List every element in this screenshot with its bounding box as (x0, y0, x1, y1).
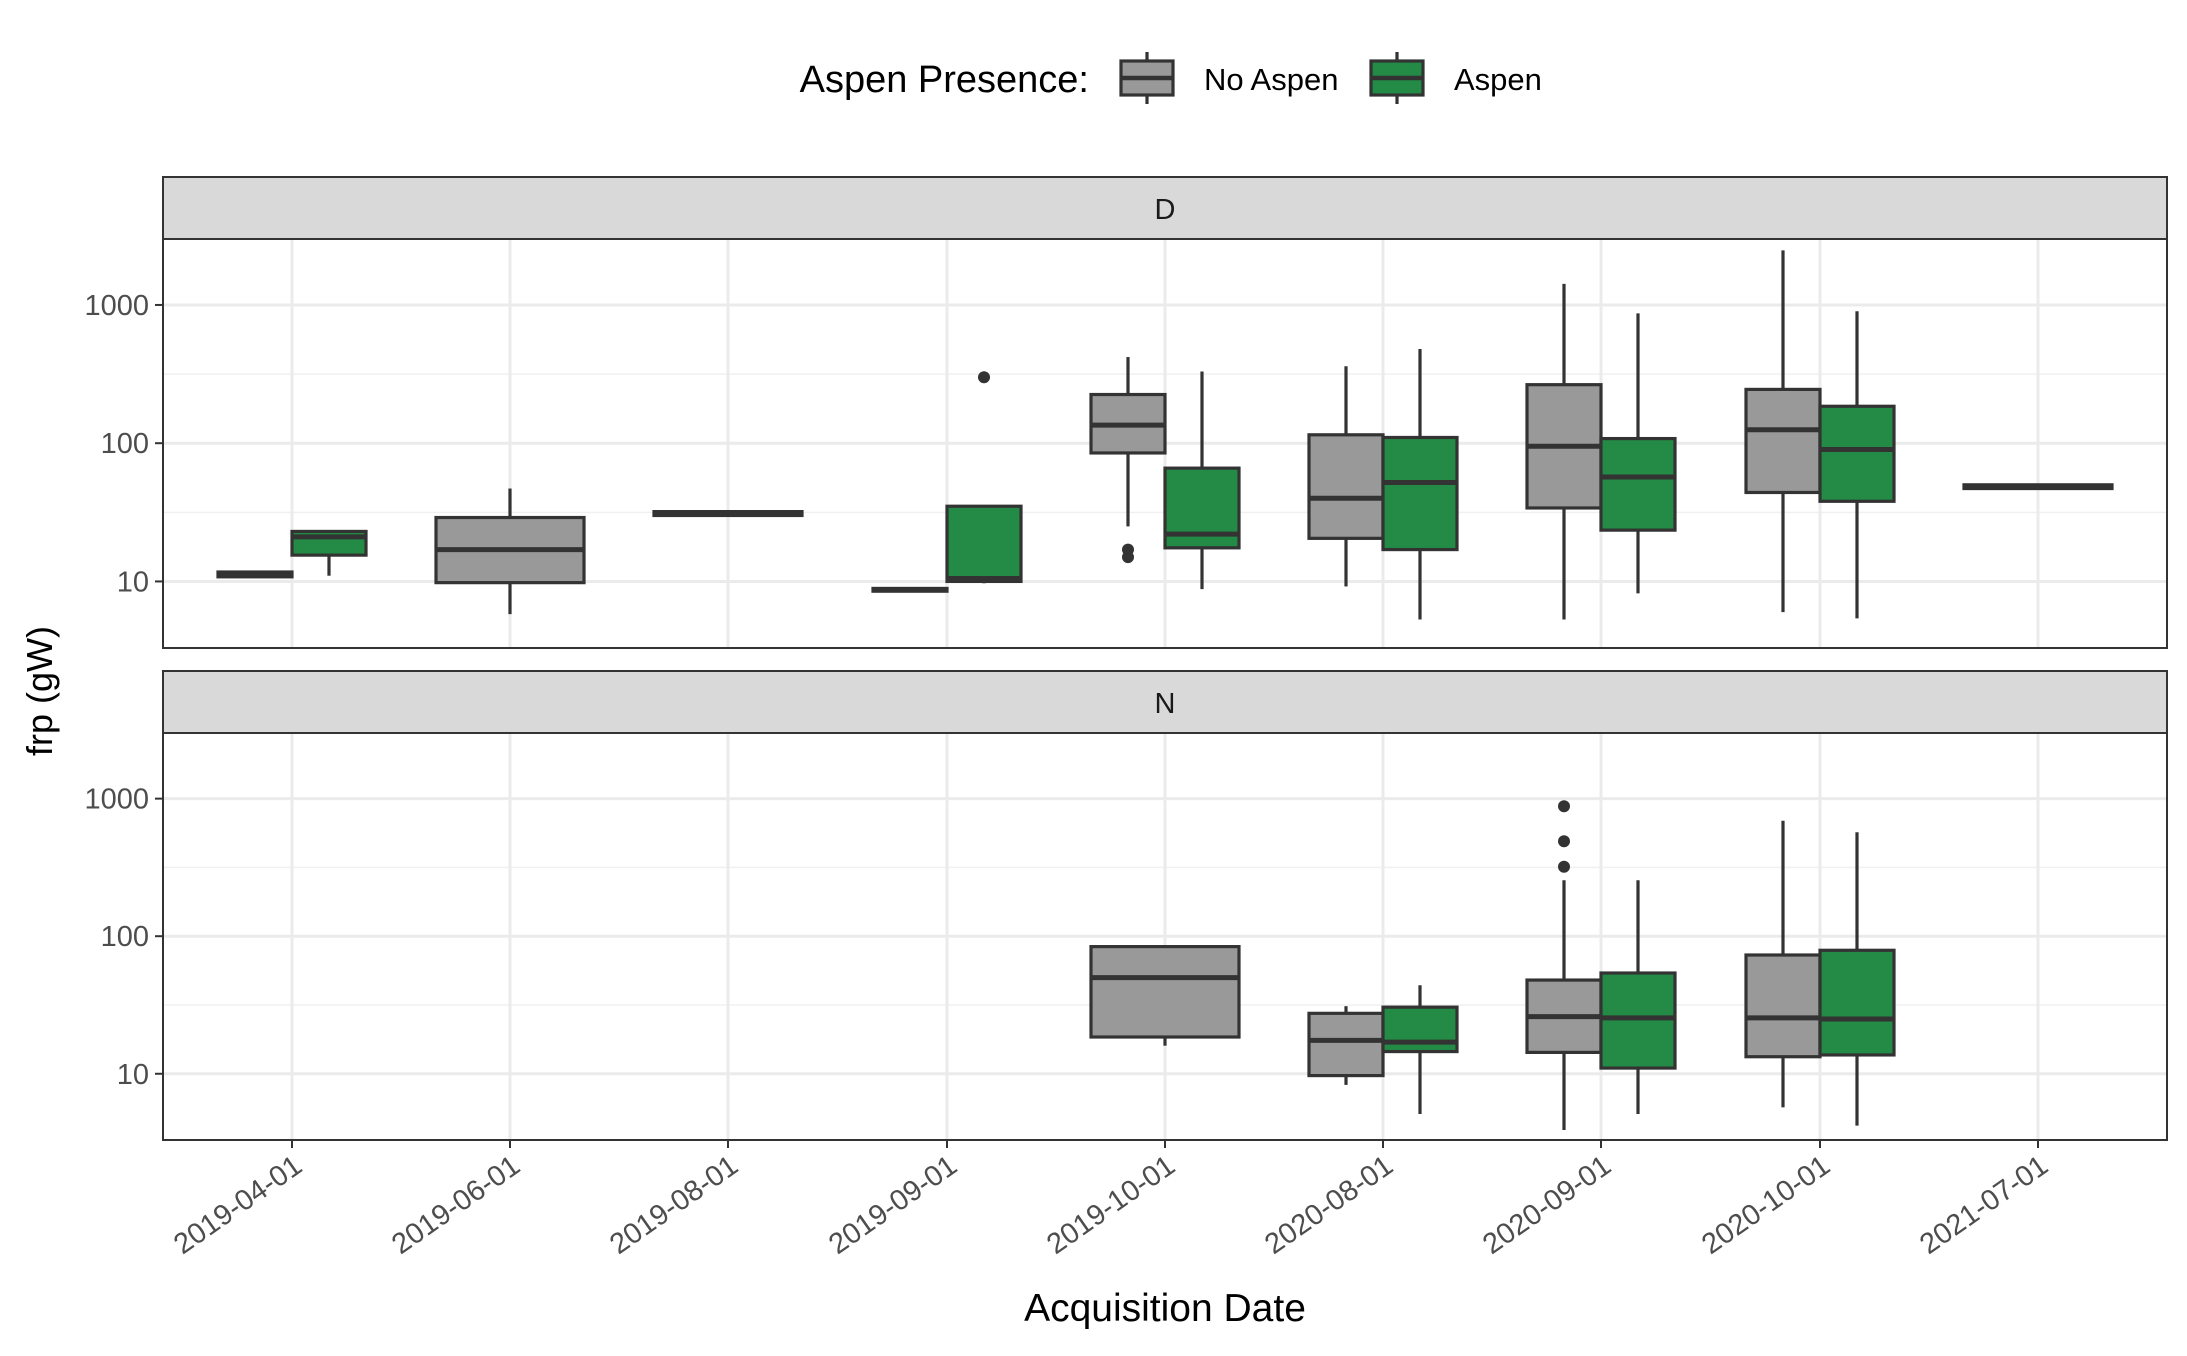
panels: D 10 100 1000 N 10 100 1000 (84, 176, 2168, 1141)
box-D-2019-10-01-no_aspen (1089, 357, 1167, 564)
box-body (1381, 435, 1459, 552)
legend: Aspen Presence: No Aspen Aspen (800, 52, 1542, 104)
box-outlier (978, 371, 990, 384)
legend-title: Aspen Presence: (800, 59, 1089, 101)
panel-D: D 10 100 1000 (84, 176, 2168, 649)
box-D-2020-08-01-no_aspen (1307, 366, 1385, 587)
box-body (1818, 948, 1896, 1057)
box-body (1818, 404, 1896, 503)
box-outlier (1558, 835, 1570, 848)
box-D-2020-10-01-no_aspen (1744, 250, 1822, 613)
box-D-2020-10-01-aspen (1818, 311, 1896, 619)
box-outlier (1122, 543, 1134, 556)
box-outlier (1558, 800, 1570, 813)
y-tick-label: 10 (117, 566, 149, 598)
y-axis-label: frp (gW) (19, 626, 60, 756)
y-tick-label: 1000 (84, 784, 149, 816)
box-N-2020-10-01-aspen (1818, 832, 1896, 1126)
box-body (1744, 387, 1822, 495)
x-axis-label: Acquisition Date (1024, 1287, 1306, 1330)
box-D-2019-09-01-no_aspen (871, 586, 949, 593)
box-body (1307, 1011, 1385, 1078)
box-D-2019-04-01-aspen (290, 529, 368, 576)
box-body (1381, 1005, 1459, 1054)
panel-N: N 10 100 1000 (84, 670, 2168, 1141)
box-N-2019-10-01-no_aspen (1089, 945, 1241, 1046)
box-D-2019-06-01-no_aspen (434, 488, 586, 615)
box-body (1599, 436, 1677, 532)
box-N-2020-10-01-no_aspen (1744, 820, 1822, 1108)
box-D-2021-07-01-no_aspen (1962, 483, 2114, 491)
box-D-2019-08-01-no_aspen (652, 510, 804, 518)
box-D-2019-09-01-aspen (945, 371, 1023, 584)
y-tick-label: 10 (117, 1059, 149, 1091)
y-tick-label: 100 (101, 921, 149, 953)
box-body (945, 504, 1023, 584)
box-D-2019-10-01-aspen (1163, 371, 1241, 590)
box-D-2020-09-01-aspen (1599, 313, 1677, 594)
box-body (1599, 971, 1677, 1070)
box-D-2020-09-01-no_aspen (1525, 283, 1603, 620)
box-N-2020-08-01-aspen (1381, 985, 1459, 1114)
strip-N (162, 670, 2168, 734)
box-body (1744, 953, 1822, 1059)
box-body (1307, 433, 1385, 540)
box-D-2020-08-01-aspen (1381, 349, 1459, 620)
box-N-2020-09-01-aspen (1599, 880, 1677, 1114)
box-N-2020-08-01-no_aspen (1307, 1006, 1385, 1085)
box-outlier (1558, 860, 1570, 873)
box-D-2019-04-01-no_aspen (216, 570, 294, 579)
box-body (1089, 945, 1241, 1039)
legend-label-no_aspen: No Aspen (1204, 62, 1338, 97)
y-tick-label: 1000 (84, 290, 149, 322)
strip-label-N: N (1155, 688, 1176, 720)
strip-label-D: D (1155, 194, 1176, 226)
legend-label-aspen: Aspen (1454, 62, 1542, 97)
y-tick-label: 100 (101, 428, 149, 460)
